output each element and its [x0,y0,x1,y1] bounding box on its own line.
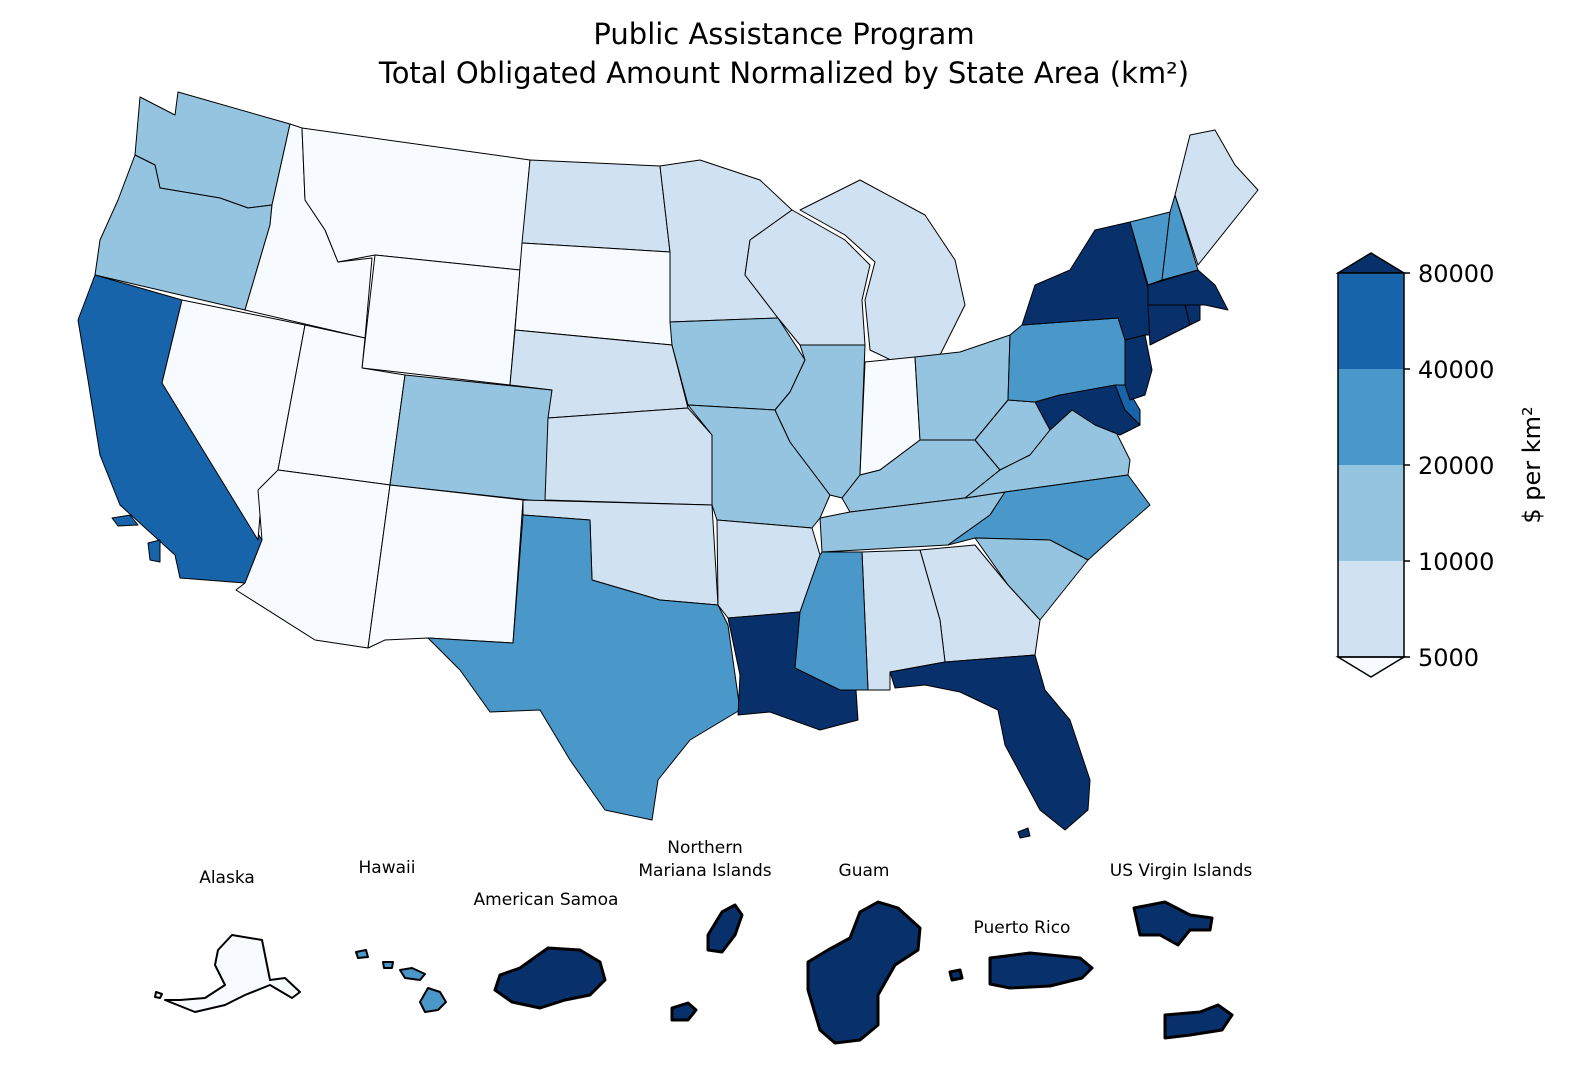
territory-guam [806,900,922,1045]
state-california-islands [111,514,161,563]
inset-label-hawaii: Hawaii [359,858,416,878]
inset-label-northern-mariana-1: Northern [667,838,742,858]
state-hawaii-big-island [419,987,447,1013]
territory-puerto-rico [988,951,1094,990]
inset-label-puerto-rico: Puerto Rico [974,918,1071,938]
state-rhode-island [1184,304,1201,326]
inset-american-samoa [493,946,607,1010]
colorbar-bin-5000-10000 [1338,561,1404,657]
territory-northern-mariana-tinian [670,1001,698,1022]
colorbar-tick-label-10000: 10000 [1418,548,1494,576]
state-florida [889,654,1091,831]
state-montana [301,127,531,271]
colorbar: 80000 40000 20000 10000 5000 $ per km² [1335,252,1546,678]
state-alaska-islet [154,991,163,999]
inset-label-us-virgin-islands: US Virgin Islands [1110,861,1253,881]
inset-hawaii [355,949,447,1013]
territory-american-samoa [493,946,607,1010]
inset-label-alaska: Alaska [199,868,255,888]
state-wisconsin [744,209,871,346]
state-iowa [669,317,806,411]
inset-label-guam: Guam [839,861,890,881]
colorbar-tick-label-40000: 40000 [1418,356,1494,384]
state-south-carolina [974,537,1089,621]
contiguous-us [77,91,1259,839]
inset-alaska [154,934,301,1013]
state-north-dakota [521,159,671,253]
territory-usvi-st-croix [1163,1003,1234,1040]
state-maine [1174,129,1259,266]
colorbar-bin-10000-20000 [1338,465,1404,561]
state-hawaii-oahu [382,961,394,969]
inset-us-virgin-islands [1132,900,1234,1040]
state-delaware [1114,384,1141,426]
colorbar-label: $ per km² [1518,406,1546,523]
colorbar-bin-40000-80000 [1338,273,1404,369]
inset-label-northern-mariana-2: Mariana Islands [638,861,771,881]
colorbar-tick-label-5000: 5000 [1418,644,1479,672]
map-title-line1: Public Assistance Program [593,17,974,51]
territory-puerto-rico-mona [948,968,964,982]
state-connecticut [1147,304,1191,346]
state-alaska [164,934,301,1013]
state-mississippi [794,551,869,691]
inset-northern-mariana [670,903,744,1022]
state-texas [427,514,741,821]
state-new-mexico [367,484,524,649]
state-wyoming [361,254,521,386]
inset-puerto-rico [948,951,1094,990]
state-south-dakota [514,242,673,346]
colorbar-tick-label-80000: 80000 [1418,260,1494,288]
state-new-jersey [1124,334,1153,401]
state-arizona [235,469,391,649]
state-hawaii-kauai [355,949,369,959]
colorbar-under-triangle [1335,656,1407,678]
map-title-line2: Total Obligated Amount Normalized by Sta… [378,56,1189,90]
state-maryland [1034,384,1141,436]
territory-usvi-st-thomas [1132,900,1214,947]
colorbar-over-triangle [1335,252,1407,274]
state-colorado [389,374,553,503]
state-kansas [544,407,713,506]
territory-northern-mariana-saipan [706,903,744,954]
state-hawaii-maui [399,967,426,981]
state-florida-keys [1017,827,1031,839]
colorbar-tick-label-20000: 20000 [1418,452,1494,480]
inset-guam [806,900,922,1045]
colorbar-bin-20000-40000 [1338,369,1404,465]
inset-label-american-samoa: American Samoa [474,890,619,910]
